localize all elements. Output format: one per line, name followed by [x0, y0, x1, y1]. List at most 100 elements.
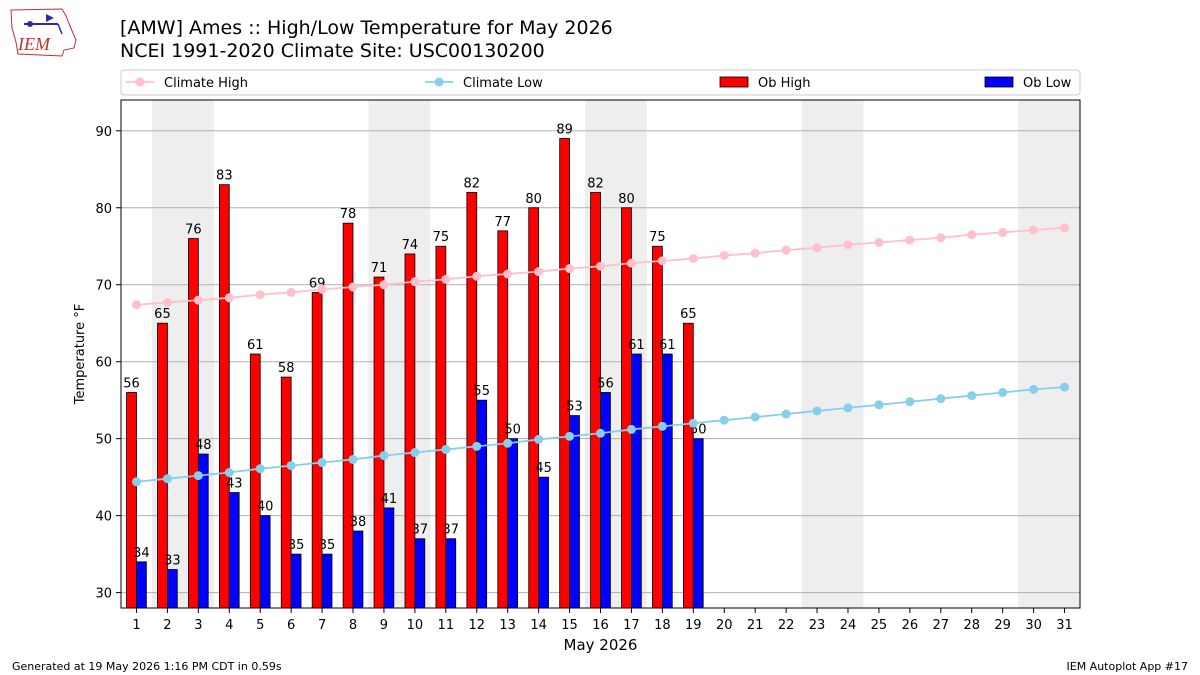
- x-tick-label: 5: [256, 618, 264, 633]
- climate-low-point: [286, 461, 296, 471]
- generated-footer: Generated at 19 May 2026 1:16 PM CDT in …: [12, 660, 282, 673]
- ob-high-label: 65: [680, 307, 697, 322]
- climate-high-point: [905, 235, 915, 245]
- ob-low-bar: [383, 507, 395, 609]
- ob-low-legend-swatch: [984, 76, 1014, 88]
- climate-low-point: [688, 418, 698, 428]
- climate-low-point: [657, 421, 667, 431]
- ob-high-label: 75: [649, 230, 666, 245]
- climate-low-point: [874, 400, 884, 410]
- x-tick-label: 18: [654, 618, 671, 633]
- ob-low-bar: [631, 353, 642, 609]
- y-tick-label: 40: [95, 510, 112, 525]
- app-footer: IEM Autoplot App #17: [1066, 660, 1189, 673]
- climate-low-point: [131, 477, 141, 487]
- x-tick-label: 14: [530, 618, 547, 633]
- y-tick-label: 30: [95, 587, 112, 602]
- climate-high-legend-marker: [135, 77, 145, 87]
- x-tick-label: 30: [1025, 618, 1042, 633]
- climate-low-point: [936, 394, 946, 404]
- ob-low-label: 53: [566, 400, 583, 415]
- ob-high-label: 80: [525, 192, 542, 207]
- climate-high-point: [565, 264, 575, 274]
- ob-low-bar: [445, 538, 457, 609]
- climate-high-point: [131, 300, 141, 310]
- climate-low-point: [255, 464, 265, 474]
- ob-low-label: 41: [381, 492, 398, 507]
- x-tick-label: 1: [132, 618, 140, 633]
- x-tick-label: 23: [809, 618, 826, 633]
- ob-high-label: 71: [371, 261, 388, 276]
- x-tick-label: 6: [287, 618, 295, 633]
- ob-high-bar: [466, 191, 478, 609]
- climate-high-point: [193, 295, 203, 305]
- ob-high-label: 61: [247, 338, 264, 353]
- x-tick-label: 22: [778, 618, 795, 633]
- climate-high-point: [750, 248, 760, 258]
- ob-low-bar: [259, 515, 271, 609]
- x-tick-label: 7: [318, 618, 326, 633]
- ob-high-legend-swatch: [719, 76, 749, 88]
- ob-low-label: 35: [319, 538, 336, 553]
- climate-high-legend-label: Climate High: [164, 76, 248, 91]
- ob-low-label: 55: [473, 384, 490, 399]
- climate-high-point: [379, 280, 389, 290]
- ob-high-label: 80: [618, 192, 635, 207]
- climate-low-point: [1060, 382, 1070, 392]
- climate-high-point: [781, 245, 791, 255]
- x-tick-label: 25: [871, 618, 888, 633]
- climate-low-point: [472, 441, 482, 451]
- ob-high-bar: [218, 184, 230, 609]
- climate-low-point: [967, 391, 977, 401]
- ob-low-label: 35: [288, 538, 305, 553]
- ob-low-label: 48: [195, 438, 212, 453]
- x-tick-label: 26: [902, 618, 919, 633]
- climate-high-point: [503, 269, 513, 279]
- ob-high-bar: [683, 322, 694, 609]
- x-tick-label: 10: [407, 618, 424, 633]
- ob-high-bar: [126, 392, 137, 609]
- ob-high-bar: [404, 253, 416, 609]
- ob-high-bar: [342, 222, 354, 609]
- x-tick-label: 20: [716, 618, 733, 633]
- plot-area: 5665768361586978717475827780898280756534…: [121, 100, 1080, 609]
- x-tick-label: 11: [438, 618, 455, 633]
- ob-low-bar: [136, 561, 147, 609]
- ob-high-label: 74: [402, 238, 419, 253]
- ob-high-bar: [497, 230, 509, 609]
- ob-high-label: 56: [123, 376, 140, 391]
- ob-high-label: 65: [154, 307, 171, 322]
- climate-low-point: [162, 474, 172, 484]
- climate-high-point: [441, 274, 451, 284]
- y-axis-label: Temperature °F: [73, 304, 88, 405]
- ob-low-label: 37: [442, 523, 459, 538]
- ob-low-legend-label: Ob Low: [1023, 76, 1072, 91]
- ob-high-label: 58: [278, 361, 295, 376]
- climate-low-point: [812, 406, 822, 416]
- climate-high-point: [936, 233, 946, 243]
- chart-title: [AMW] Ames :: High/Low Temperature for M…: [120, 17, 613, 39]
- ob-low-bar: [538, 476, 549, 609]
- x-tick-label: 29: [994, 618, 1011, 633]
- x-axis-label: May 2026: [564, 636, 638, 654]
- iem-logo: IEM: [10, 8, 77, 57]
- x-tick-label: 13: [499, 618, 516, 633]
- climate-high-point: [843, 240, 853, 250]
- ob-high-label: 78: [340, 207, 357, 222]
- ob-low-bar: [167, 569, 178, 609]
- ob-low-label: 43: [226, 477, 243, 492]
- ob-high-label: 83: [216, 169, 233, 184]
- ob-high-legend-label: Ob High: [758, 76, 811, 91]
- ob-low-label: 34: [133, 546, 150, 561]
- climate-high-point: [657, 256, 667, 266]
- climate-high-point: [162, 297, 172, 307]
- climate-high-point: [472, 271, 482, 281]
- x-tick-label: 9: [380, 618, 388, 633]
- ob-high-bar: [621, 207, 632, 609]
- ob-high-bar: [435, 245, 447, 609]
- ob-high-label: 75: [433, 230, 450, 245]
- climate-high-point: [224, 293, 234, 303]
- ob-high-bar: [249, 353, 261, 609]
- weekend-shade: [801, 100, 864, 608]
